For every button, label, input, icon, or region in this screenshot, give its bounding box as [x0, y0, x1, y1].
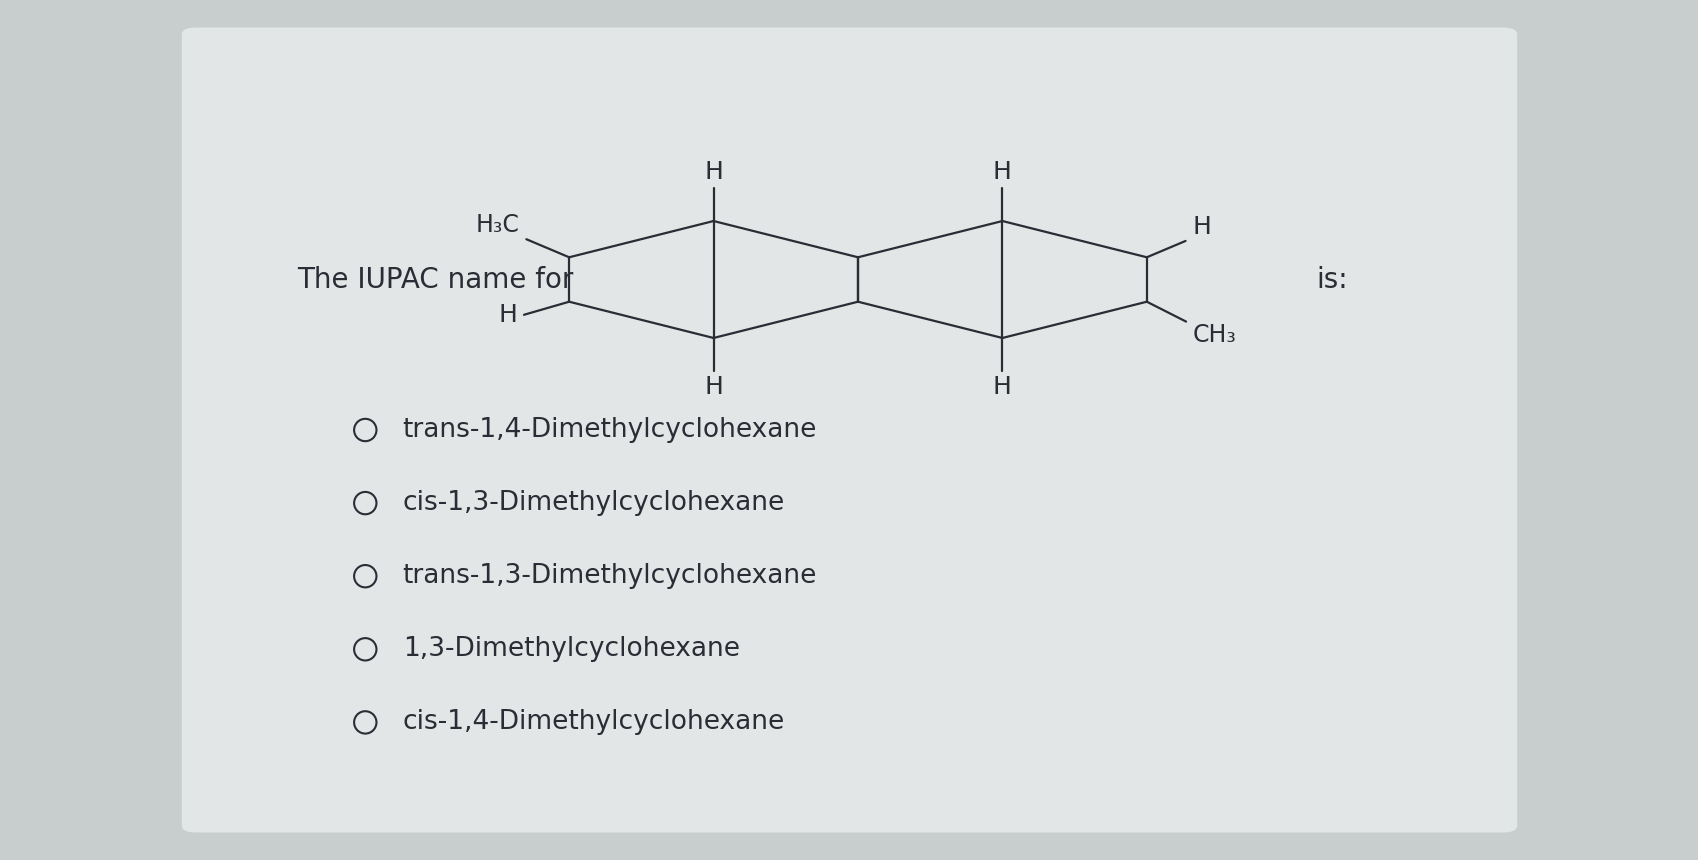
- Text: H: H: [498, 303, 516, 327]
- Text: H: H: [1192, 215, 1211, 239]
- Text: trans-1,4-Dimethylcyclohexane: trans-1,4-Dimethylcyclohexane: [402, 417, 817, 443]
- Text: H: H: [992, 375, 1012, 399]
- Text: is:: is:: [1316, 266, 1348, 293]
- Text: The IUPAC name for: The IUPAC name for: [297, 266, 574, 293]
- Text: H₃C: H₃C: [475, 213, 520, 237]
- Text: H: H: [703, 375, 723, 399]
- Text: H: H: [703, 160, 723, 184]
- Text: CH₃: CH₃: [1192, 323, 1236, 347]
- Text: trans-1,3-Dimethylcyclohexane: trans-1,3-Dimethylcyclohexane: [402, 563, 817, 589]
- Text: H: H: [992, 160, 1012, 184]
- FancyBboxPatch shape: [182, 28, 1516, 832]
- Text: 1,3-Dimethylcyclohexane: 1,3-Dimethylcyclohexane: [402, 636, 739, 662]
- Text: cis-1,4-Dimethylcyclohexane: cis-1,4-Dimethylcyclohexane: [402, 710, 784, 735]
- Text: cis-1,3-Dimethylcyclohexane: cis-1,3-Dimethylcyclohexane: [402, 490, 784, 516]
